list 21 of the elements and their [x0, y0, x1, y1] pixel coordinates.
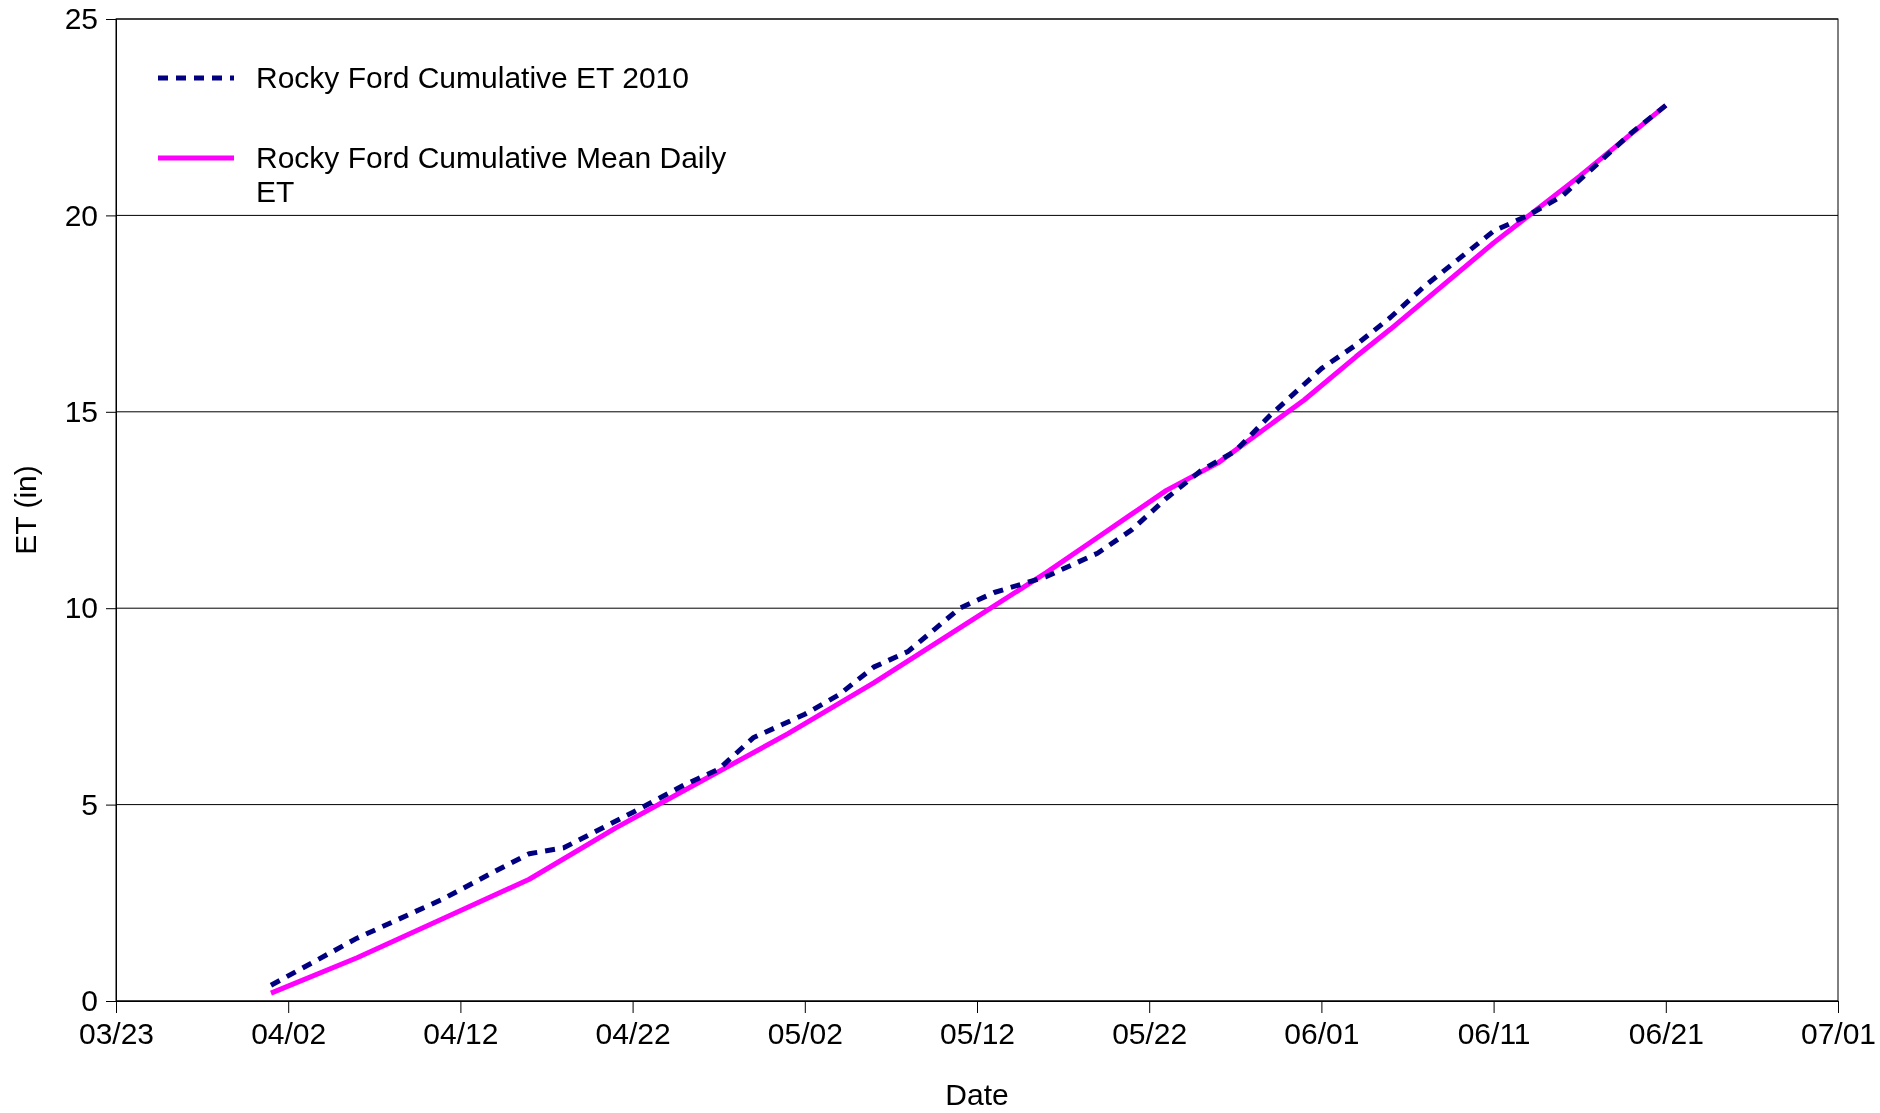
- x-tick-label: 05/22: [1112, 1017, 1188, 1051]
- x-tick-label: 05/02: [767, 1017, 843, 1051]
- x-tick-label: 07/01: [1800, 1017, 1877, 1051]
- x-tick-label: 06/01: [1284, 1017, 1360, 1051]
- x-tick-label: 04/22: [595, 1017, 671, 1051]
- x-tick-label: 04/02: [251, 1017, 327, 1051]
- x-tick-label: 06/21: [1628, 1017, 1704, 1051]
- y-tick-label: 20: [64, 198, 98, 232]
- y-tick-label: 0: [81, 984, 98, 1018]
- y-tick-label: 10: [64, 591, 98, 625]
- y-tick-label: 15: [64, 394, 98, 428]
- x-tick-label: 05/12: [939, 1017, 1016, 1051]
- x-tick-label: 03/23: [78, 1017, 155, 1051]
- y-tick-label: 5: [81, 787, 98, 821]
- x-tick-label: 04/12: [423, 1017, 499, 1051]
- y-axis-title: ET (in): [9, 465, 42, 555]
- legend-label: Rocky Ford Cumulative Mean Daily ET: [256, 141, 727, 208]
- legend-label: Rocky Ford Cumulative ET 2010: [256, 61, 689, 94]
- y-tick-label: 25: [64, 2, 98, 36]
- x-axis-title: Date: [945, 1078, 1009, 1111]
- x-tick-label: 06/11: [1457, 1017, 1531, 1051]
